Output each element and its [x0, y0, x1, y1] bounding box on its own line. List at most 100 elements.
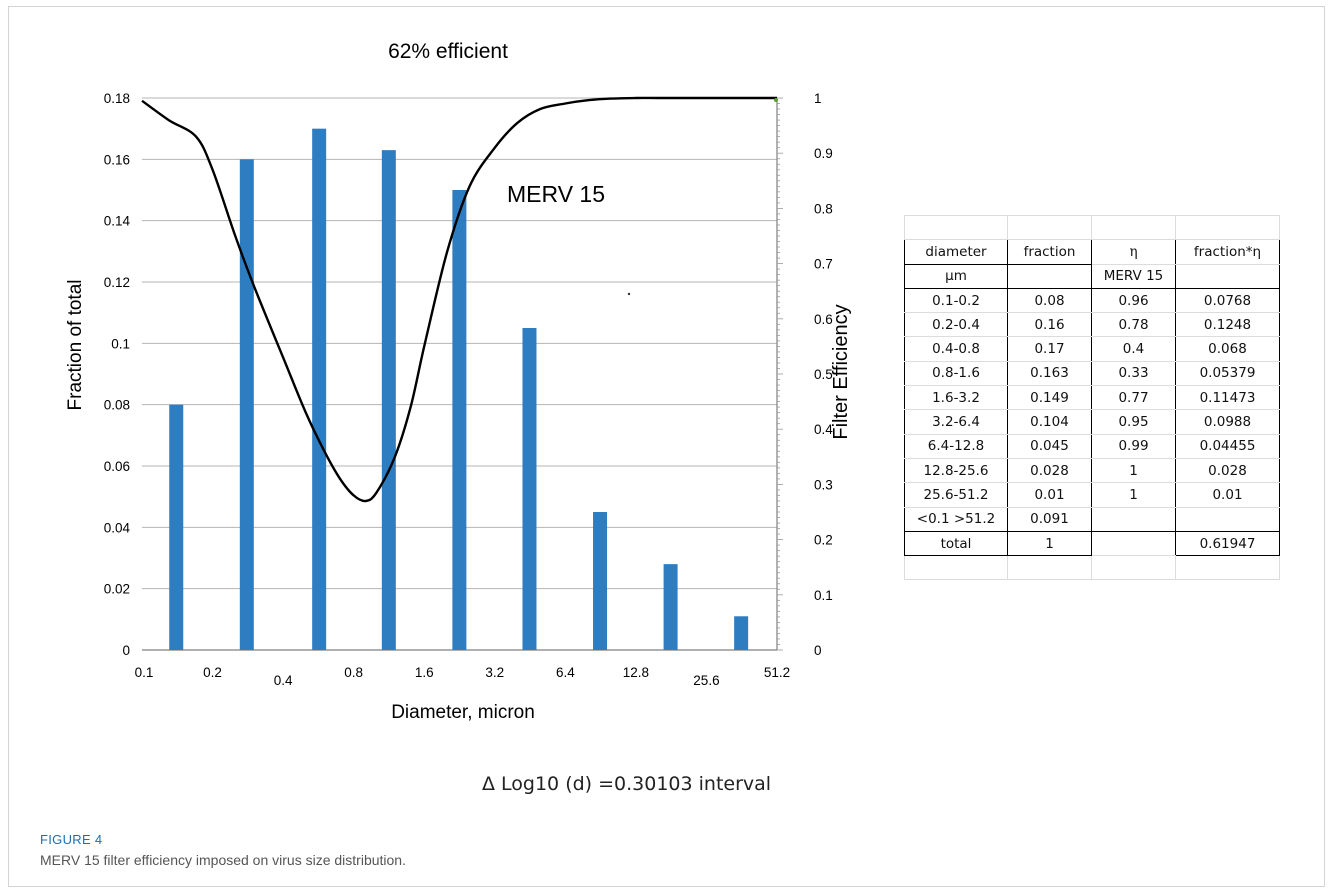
- y-tick-label: 0.08: [104, 398, 130, 413]
- series-label: MERV 15: [507, 181, 605, 207]
- table-cell: 0.04455: [1175, 433, 1280, 459]
- y-tick-label: 0.1: [111, 336, 130, 351]
- table-cell: [1175, 555, 1280, 581]
- table-cell: 25.6-51.2: [904, 482, 1008, 508]
- y-tick-label: 0.04: [104, 520, 131, 535]
- x-tick-label: 6.4: [556, 665, 575, 680]
- table-cell: [1175, 506, 1280, 532]
- x-tick-label: 1.6: [415, 665, 434, 680]
- table-cell: 1: [1091, 457, 1176, 484]
- y2-tick-label: 0.5: [814, 367, 833, 382]
- table-cell: 0.0988: [1175, 409, 1280, 435]
- table-cell: [904, 214, 1008, 241]
- table-cell: 1.6-3.2: [904, 385, 1008, 411]
- table-cell: [1175, 214, 1280, 241]
- table-cell: [1091, 506, 1176, 532]
- table-cell: [1091, 530, 1176, 557]
- table-cell: 0.091: [1007, 506, 1092, 532]
- y-tick-label: 0: [122, 643, 130, 658]
- x-tick-label: 12.8: [623, 665, 649, 680]
- bar: [381, 150, 396, 650]
- interval-note: Δ Log10 (d) =0.30103 interval: [482, 773, 772, 795]
- table-cell: 0.95: [1091, 409, 1176, 435]
- table-cell: 3.2-6.4: [904, 409, 1008, 435]
- table-cell: diameter: [904, 239, 1008, 265]
- y2-axis-label: Filter Efficiency: [830, 304, 852, 439]
- table-row: [904, 214, 1280, 241]
- table-cell: fraction: [1007, 239, 1092, 265]
- table-cell: 0.0768: [1175, 287, 1280, 314]
- y-tick-label: 0.16: [104, 152, 130, 167]
- y2-tick-label: 0.3: [814, 477, 833, 492]
- chart-title: 62% efficient: [388, 40, 508, 63]
- table-cell: 0.78: [1091, 312, 1176, 338]
- y-tick-label: 0.18: [104, 91, 130, 106]
- table-cell: 0.01: [1007, 482, 1092, 508]
- table-cell: 0.2-0.4: [904, 312, 1008, 338]
- bar: [312, 128, 327, 650]
- table-cell: 0.77: [1091, 385, 1176, 411]
- table-cell: 0.8-1.6: [904, 360, 1008, 387]
- table-cell: [1007, 214, 1092, 241]
- table-cell: 0.4-0.8: [904, 336, 1008, 362]
- bar: [239, 159, 254, 651]
- y-tick-label: 0.14: [104, 214, 131, 229]
- table-cell: [1175, 263, 1280, 289]
- table-cell: 0.96: [1091, 287, 1176, 314]
- x-tick-label: 3.2: [485, 665, 504, 680]
- x-tick-label: 0.8: [344, 665, 363, 680]
- table-row: 0.1-0.2 0.08 0.96 0.0768: [904, 287, 1280, 314]
- table-row: µm MERV 15: [904, 263, 1280, 289]
- x-tick-label: 25.6: [693, 673, 719, 688]
- table-cell: 0.16: [1007, 312, 1092, 338]
- table-row: diameter fraction η fraction*η: [904, 239, 1280, 265]
- table-cell: 12.8-25.6: [904, 457, 1008, 484]
- y2-tick-label: 0.6: [814, 312, 833, 327]
- table-cell: 0.01: [1175, 482, 1280, 508]
- table-cell: fraction*η: [1175, 239, 1280, 265]
- table-cell: 0.149: [1007, 385, 1092, 411]
- y2-tick-label: 0.8: [814, 201, 833, 216]
- table-cell: 0.33: [1091, 360, 1176, 387]
- bar: [663, 564, 678, 650]
- y2-tick-label: 0.1: [814, 588, 833, 603]
- table-row: 3.2-6.4 0.104 0.95 0.0988: [904, 409, 1280, 435]
- table-row: [904, 555, 1280, 581]
- table-cell: 0.104: [1007, 409, 1092, 435]
- table-row: 12.8-25.6 0.028 1 0.028: [904, 457, 1280, 484]
- y2-tick-label: 0.9: [814, 146, 833, 161]
- table-cell: [1091, 214, 1176, 241]
- x-tick-label: 0.1: [135, 665, 154, 680]
- table-cell: 0.08: [1007, 287, 1092, 314]
- table-row: <0.1 >51.2 0.091: [904, 506, 1280, 532]
- table-cell: 0.17: [1007, 336, 1092, 362]
- table-cell: 1: [1007, 530, 1092, 557]
- y-axis-label: Fraction of total: [65, 280, 86, 411]
- efficiency-curve: [141, 96, 777, 503]
- data-table: diameter fraction η fraction*η µm MERV 15 0.1-…: [904, 214, 1280, 581]
- table-cell: 0.1-0.2: [904, 287, 1008, 314]
- table-cell: MERV 15: [1091, 263, 1176, 289]
- y2-tick-label: 0.2: [814, 533, 833, 548]
- table-row: total 1 0.61947: [904, 530, 1280, 557]
- table-cell: 0.028: [1175, 457, 1280, 484]
- x-axis-label: Diameter, micron: [391, 702, 535, 723]
- bar: [522, 328, 537, 650]
- x-tick-label: 0.4: [274, 673, 293, 688]
- table-cell: [1007, 555, 1092, 581]
- table-row: 0.8-1.6 0.163 0.33 0.05379: [904, 360, 1280, 387]
- bar: [169, 404, 184, 650]
- table-cell: 1: [1091, 482, 1176, 508]
- table-row: 1.6-3.2 0.149 0.77 0.11473: [904, 385, 1280, 411]
- table-cell: [1091, 555, 1176, 581]
- table-row: 6.4-12.8 0.045 0.99 0.04455: [904, 433, 1280, 459]
- y-tick-label: 0.06: [104, 459, 130, 474]
- axis-end-marker: [774, 98, 778, 102]
- x-tick-label: 0.2: [203, 665, 222, 680]
- y2-tick-label: 0: [814, 643, 822, 658]
- bar: [734, 616, 749, 650]
- table-cell: [1007, 263, 1092, 289]
- table-cell: <0.1 >51.2: [904, 506, 1008, 532]
- table-cell: 0.068: [1175, 336, 1280, 362]
